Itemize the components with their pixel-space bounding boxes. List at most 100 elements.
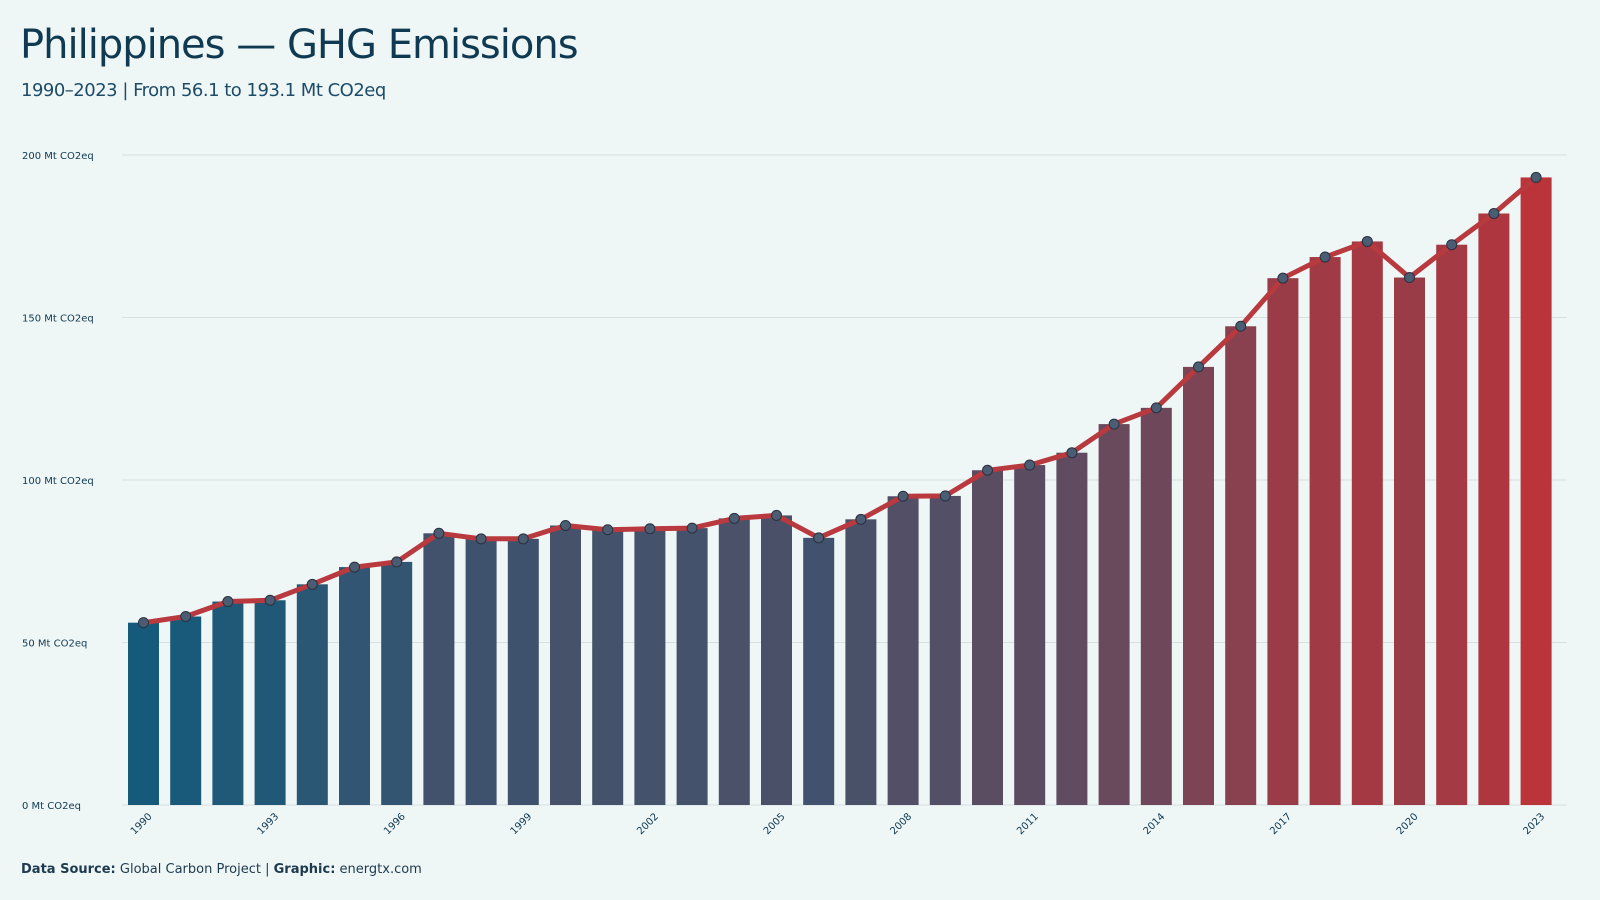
- x-tick-label: 1999: [509, 811, 535, 837]
- x-tick-label: 2014: [1142, 811, 1168, 837]
- source-value: Global Carbon Project: [119, 862, 261, 877]
- bar-2020: [1394, 277, 1425, 805]
- y-tick-label: 50 Mt CO2eq: [22, 639, 87, 650]
- data-markers: [138, 171, 1542, 629]
- marker-1992: [222, 596, 234, 608]
- trend-line: [141, 174, 1539, 626]
- bar-2023: [1520, 177, 1552, 806]
- marker-1993: [264, 594, 276, 606]
- bar-2016: [1225, 326, 1257, 805]
- marker-1998: [475, 533, 487, 545]
- marker-2019: [1361, 235, 1373, 247]
- marker-1990: [138, 617, 149, 629]
- bar-1994: [296, 584, 328, 805]
- marker-1997: [433, 527, 445, 539]
- graphic-value: energtx.com: [339, 862, 422, 877]
- marker-2023: [1530, 171, 1542, 183]
- bar-2008: [887, 496, 919, 805]
- bar-2010: [972, 470, 1003, 805]
- marker-2000: [560, 520, 571, 531]
- x-tick-label: 2011: [1015, 811, 1041, 837]
- marker-2012: [1066, 447, 1078, 459]
- bar-2014: [1140, 407, 1172, 805]
- x-tick-label: 1996: [382, 811, 408, 837]
- marker-2008: [897, 490, 909, 502]
- marker-2003: [686, 522, 698, 534]
- y-tick-label: 150 Mt CO2eq: [22, 314, 94, 325]
- page-title: Philippines — GHG Emissions: [20, 22, 579, 68]
- bar-1999: [507, 538, 539, 805]
- marker-2021: [1446, 239, 1458, 251]
- graphic-label: Graphic:: [273, 862, 336, 877]
- x-tick-label: 2020: [1395, 811, 1421, 837]
- bar-1991: [170, 616, 202, 805]
- marker-2002: [644, 523, 656, 535]
- y-axis-labels: 0 Mt CO2eq 50 Mt CO2eq 100 Mt CO2eq 150 Mt …: [22, 151, 94, 812]
- marker-1999: [517, 533, 529, 545]
- y-tick-label: 200 Mt CO2eq: [22, 151, 94, 162]
- marker-2001: [602, 524, 614, 536]
- bar-2007: [845, 519, 877, 805]
- marker-2004: [728, 512, 740, 524]
- marker-2007: [855, 513, 867, 525]
- trend-line-path: [141, 174, 1539, 626]
- bar-1997: [423, 533, 455, 805]
- bar-2002: [634, 528, 666, 805]
- x-tick-label: 2023: [1521, 811, 1547, 837]
- marker-2020: [1404, 272, 1415, 284]
- source-label: Data Source:: [21, 862, 116, 877]
- bar-2013: [1098, 424, 1130, 805]
- marker-2022: [1488, 208, 1500, 219]
- bar-2021: [1436, 244, 1468, 805]
- y-tick-label: 0 Mt CO2eq: [22, 801, 81, 812]
- source-credit: Data Source: Global Carbon Project | Gra…: [21, 862, 422, 877]
- bars: [128, 177, 1552, 806]
- x-tick-label: 1993: [255, 811, 281, 837]
- bar-2006: [803, 537, 835, 805]
- bar-2017: [1267, 278, 1299, 805]
- bar-2011: [1014, 465, 1046, 805]
- y-tick-label: 100 Mt CO2eq: [22, 476, 94, 487]
- x-axis-labels: 1990 1993 1996 1999 2002 2005 2008 2011 2014 2017…: [129, 811, 1547, 837]
- bar-2018: [1309, 257, 1341, 805]
- bar-2022: [1478, 213, 1510, 805]
- bar-2004: [718, 518, 750, 805]
- marker-2013: [1108, 418, 1120, 430]
- marker-2015: [1193, 361, 1204, 373]
- bar-1996: [381, 561, 413, 805]
- bar-2019: [1351, 241, 1383, 805]
- marker-1991: [180, 611, 192, 622]
- marker-2006: [813, 532, 825, 544]
- page-subtitle: 1990–2023 | From 56.1 to 193.1 Mt CO2eq: [21, 80, 386, 101]
- bar-1990: [128, 622, 159, 805]
- bar-2000: [550, 525, 581, 805]
- x-tick-label: 2002: [635, 811, 661, 837]
- bar-2005: [761, 515, 792, 805]
- marker-2016: [1235, 320, 1247, 332]
- marker-2011: [1024, 459, 1036, 471]
- bar-2015: [1183, 366, 1214, 805]
- bar-1993: [254, 600, 286, 805]
- bar-1998: [465, 538, 497, 805]
- x-tick-label: 2017: [1268, 811, 1294, 837]
- marker-2009: [939, 490, 951, 502]
- x-tick-label: 1990: [129, 811, 155, 837]
- marker-2010: [982, 464, 993, 476]
- bar-1995: [339, 567, 370, 805]
- bar-1992: [212, 601, 244, 805]
- marker-2005: [771, 509, 782, 521]
- bar-2003: [676, 528, 708, 805]
- x-tick-label: 2008: [888, 811, 914, 837]
- x-tick-label: 2005: [762, 811, 788, 837]
- marker-1996: [391, 556, 403, 568]
- marker-2018: [1319, 251, 1331, 263]
- bar-2001: [592, 529, 624, 805]
- marker-2014: [1150, 402, 1162, 414]
- marker-1995: [349, 561, 360, 573]
- source-separator: |: [265, 862, 270, 877]
- gridlines: [122, 154, 1567, 806]
- bar-2012: [1056, 452, 1088, 805]
- marker-1994: [306, 578, 318, 590]
- marker-2017: [1277, 272, 1289, 284]
